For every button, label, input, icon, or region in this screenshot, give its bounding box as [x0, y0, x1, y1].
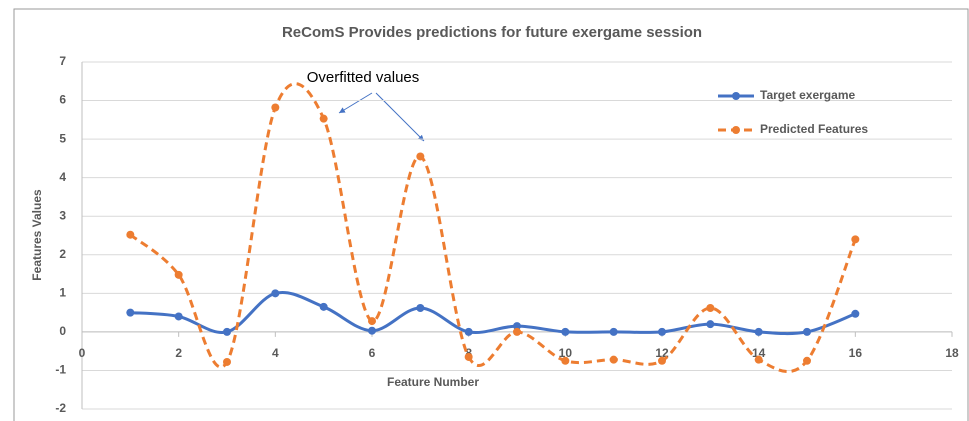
data-point — [464, 327, 473, 336]
y-tick-label: 7 — [59, 54, 66, 68]
x-axis-label: Feature Number — [387, 375, 479, 389]
y-tick-label: 0 — [59, 324, 66, 338]
x-tick-label: 14 — [752, 346, 766, 360]
chart-frame — [13, 8, 969, 421]
data-point — [851, 309, 860, 318]
y-tick-label: 6 — [59, 93, 66, 107]
data-point — [126, 308, 135, 317]
data-point — [416, 303, 425, 312]
data-point — [271, 289, 280, 298]
data-point — [658, 356, 666, 365]
annotation-arrow — [338, 92, 373, 114]
y-tick-label: 5 — [59, 131, 66, 145]
annotation: Overfitted values — [307, 69, 420, 86]
x-tick-label: 18 — [945, 346, 959, 360]
data-point — [803, 327, 811, 336]
data-point — [513, 322, 521, 331]
data-point — [368, 326, 376, 335]
data-point — [706, 303, 715, 312]
y-tick-label: 2 — [59, 247, 66, 261]
data-point — [319, 114, 328, 123]
data-point — [609, 327, 618, 336]
y-tick-label: -2 — [55, 401, 66, 415]
data-point — [706, 320, 715, 329]
data-point — [561, 356, 570, 365]
data-point — [174, 312, 183, 321]
data-point — [319, 302, 328, 311]
data-point — [271, 103, 280, 112]
x-tick-label: 10 — [559, 346, 573, 360]
legend-label: Predicted Features — [760, 122, 868, 136]
data-point — [223, 327, 231, 336]
legend-label: Target exergame — [760, 88, 855, 102]
y-tick-label: 1 — [59, 286, 66, 300]
data-point — [561, 327, 570, 336]
y-tick-label: 3 — [59, 208, 66, 222]
data-point — [513, 327, 521, 336]
x-tick-label: 6 — [369, 346, 376, 360]
legend-marker — [732, 126, 740, 134]
data-point — [126, 230, 135, 239]
x-tick-label: 0 — [79, 346, 86, 360]
data-point — [754, 327, 763, 336]
x-tick-label: 16 — [849, 346, 863, 360]
y-axis-label: Features Values — [30, 189, 44, 281]
data-point — [754, 355, 763, 364]
chart-title: ReComS Provides predictions for future e… — [282, 24, 702, 41]
x-tick-label: 4 — [272, 346, 279, 360]
data-point — [803, 356, 811, 365]
x-tick-label: 2 — [175, 346, 182, 360]
series-line — [129, 82, 857, 373]
legend-marker — [732, 92, 740, 100]
data-point — [223, 357, 231, 366]
y-tick-label: 4 — [59, 170, 66, 184]
y-tick-label: -1 — [55, 363, 66, 377]
data-point — [464, 352, 473, 361]
data-point — [609, 355, 618, 364]
data-point — [658, 327, 666, 336]
data-point — [416, 152, 425, 161]
data-point — [368, 317, 376, 326]
data-point — [174, 270, 183, 279]
data-point — [851, 235, 860, 244]
